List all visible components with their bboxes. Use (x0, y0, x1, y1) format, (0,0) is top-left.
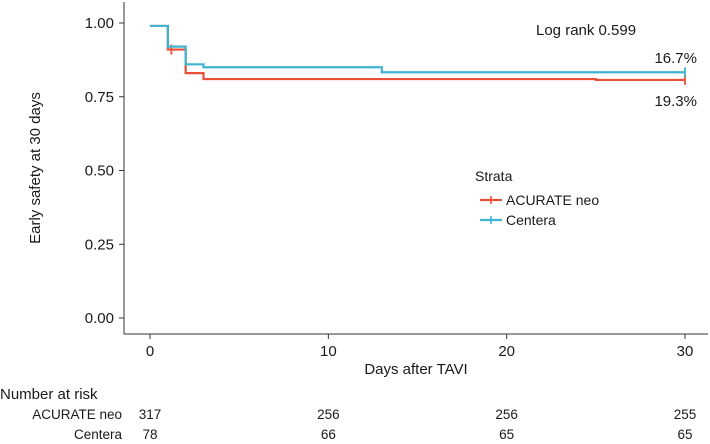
y-tick-label: 1.00 (85, 15, 114, 32)
risk-count: 317 (139, 407, 162, 422)
y-tick-label: 0.75 (85, 89, 114, 106)
legend: Strata ACURATE neo Centera (475, 168, 599, 228)
risk-count: 66 (321, 427, 336, 442)
risk-table: Number at risk ACURATE neo 317 256 256 255 Cen… (0, 386, 696, 442)
x-tick-label: 20 (498, 343, 515, 360)
y-tick-label: 0.50 (85, 163, 114, 180)
risk-count: 256 (495, 407, 518, 422)
risk-count: 78 (142, 427, 157, 442)
x-tick-label: 0 (146, 343, 154, 360)
x-tick-label: 30 (677, 343, 694, 360)
risk-table-title: Number at risk (0, 386, 98, 403)
axes: 0.00 0.25 0.50 0.75 1.00 0 10 20 30 Days after TA… (27, 2, 708, 378)
chart-labels: Log rank 0.599 16.7% 19.3% (536, 22, 697, 110)
centera-end-label: 16.7% (654, 50, 697, 67)
y-tick-label: 0.00 (85, 310, 114, 327)
x-axis-title: Days after TAVI (364, 361, 467, 378)
risk-count: 256 (317, 407, 340, 422)
survival-curves (150, 24, 686, 85)
risk-count: 65 (499, 427, 514, 442)
legend-label: Centera (506, 212, 556, 228)
y-tick-label: 0.25 (85, 236, 114, 253)
risk-row-label: Centera (74, 427, 123, 442)
log-rank-label: Log rank 0.599 (536, 22, 636, 39)
survival-line-1 (150, 24, 685, 74)
acurate-end-label: 19.3% (654, 93, 697, 110)
x-tick-label: 10 (320, 343, 337, 360)
risk-row-label: ACURATE neo (32, 407, 122, 422)
risk-count: 255 (674, 407, 697, 422)
y-axis-title: Early safety at 30 days (27, 92, 44, 244)
legend-label: ACURATE neo (506, 192, 599, 208)
legend-title: Strata (475, 168, 513, 184)
risk-count: 65 (677, 427, 692, 442)
